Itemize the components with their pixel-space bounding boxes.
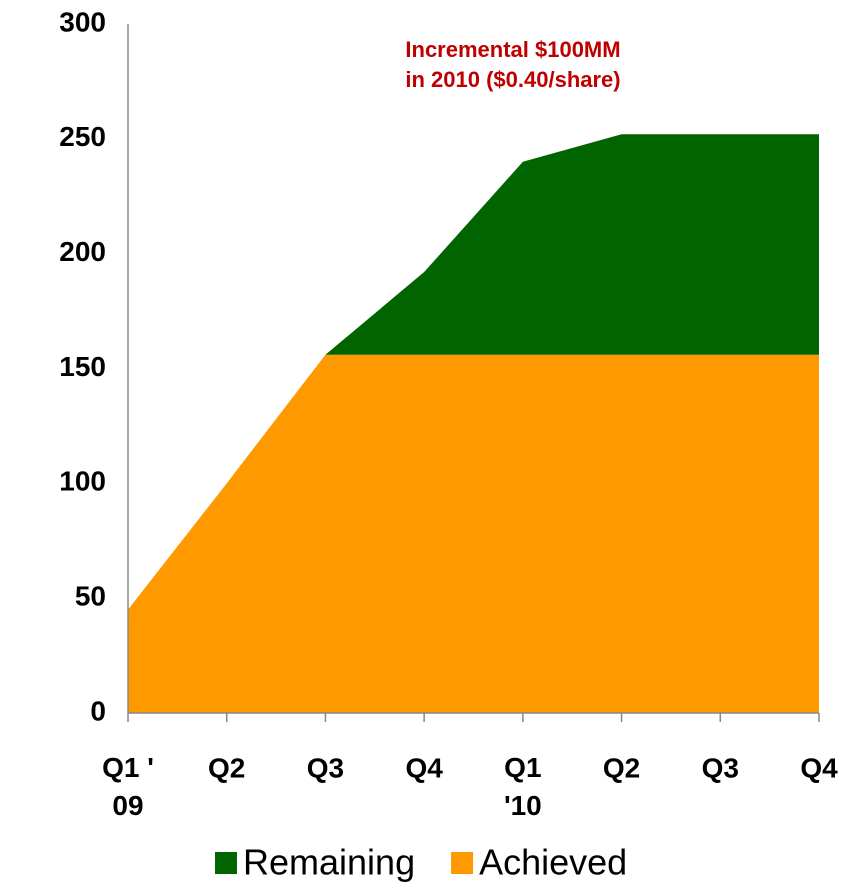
x-tick-label: Q4 [800, 752, 838, 783]
y-tick-label: 300 [59, 6, 106, 37]
area [128, 354, 819, 713]
y-tick-label: 250 [59, 121, 106, 152]
annotation: Incremental $100MM [405, 37, 620, 62]
legend-label: Achieved [479, 842, 627, 883]
y-tick-label: 200 [59, 236, 106, 267]
x-tick-label: Q2 [208, 752, 245, 783]
y-tick-label: 0 [90, 695, 106, 726]
legend-swatch [215, 852, 237, 874]
x-tick-label: Q2 [603, 752, 640, 783]
legend-label: Remaining [243, 842, 415, 883]
legend-swatch [451, 852, 474, 874]
x-tick-label: Q1 ' 09 [102, 752, 154, 821]
x-tick-label: Q3 [307, 752, 344, 783]
y-tick-label: 100 [59, 466, 106, 497]
x-tick-label: Q3 [702, 752, 739, 783]
x-tick-label: Q1'10 [504, 752, 542, 821]
annotation: in 2010 ($0.40/share) [405, 67, 620, 92]
area [128, 134, 819, 610]
x-tick-label: Q4 [405, 752, 443, 783]
y-tick-label: 150 [59, 351, 106, 382]
y-tick-label: 50 [75, 581, 106, 612]
